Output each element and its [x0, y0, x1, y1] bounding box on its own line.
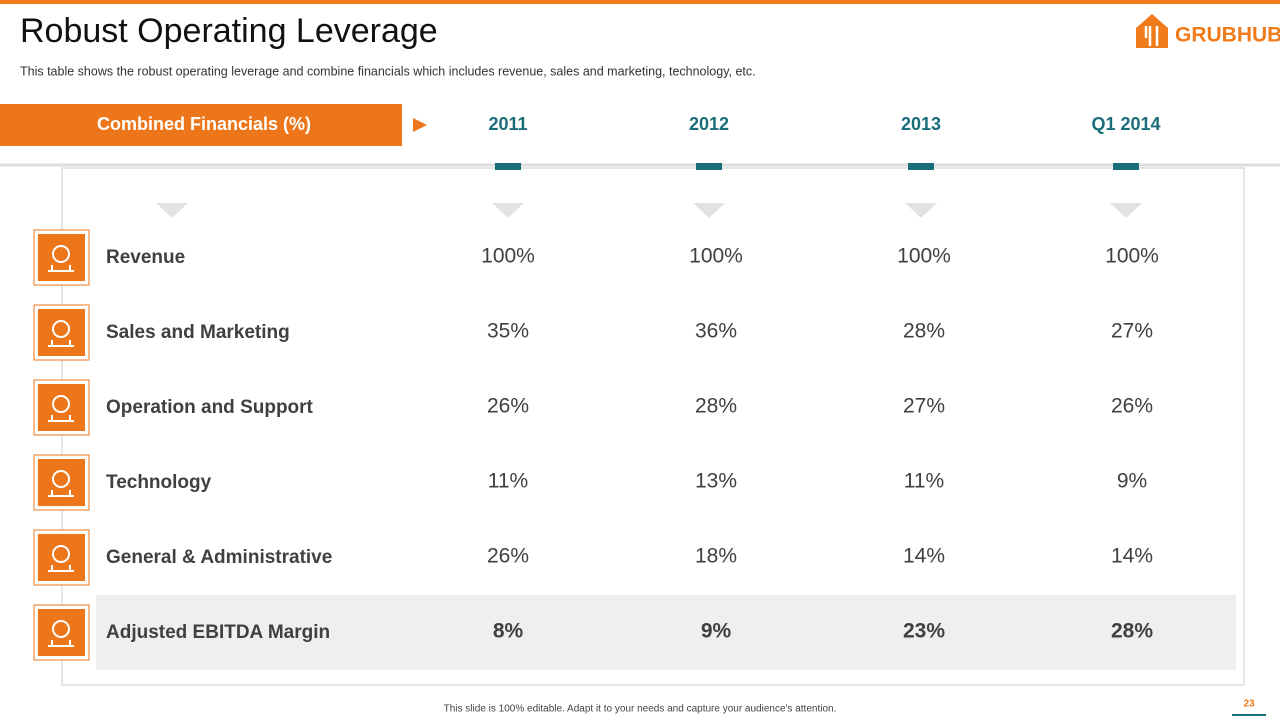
icon [38, 459, 85, 506]
cell-value: 27% [1111, 320, 1153, 343]
logo-icon [1136, 14, 1168, 48]
cell-value: 100% [897, 245, 951, 268]
icon-glyph [52, 620, 70, 638]
row-label: Sales and Marketing [106, 322, 290, 343]
icon [38, 384, 85, 431]
logo-text: GRUBHUB [1175, 24, 1280, 47]
cell-value: 28% [903, 320, 945, 343]
cell-value: 26% [487, 545, 529, 568]
cell-value: 35% [487, 320, 529, 343]
cell-value: 26% [1111, 395, 1153, 418]
header-label: Combined Financials (%) [97, 114, 311, 134]
icon-glyph [48, 490, 74, 497]
column-header: Q1 2014 [1091, 114, 1160, 134]
icon-glyph [52, 245, 70, 263]
icon-glyph [48, 640, 74, 647]
page-number: 23 [1243, 699, 1255, 710]
column-header: 2012 [689, 114, 729, 134]
cell-value: 8% [493, 620, 524, 643]
cell-value: 36% [695, 320, 737, 343]
top-bar [0, 0, 1280, 4]
cell-value: 100% [481, 245, 535, 268]
chevron [492, 203, 524, 218]
header-band [0, 104, 402, 146]
icon-glyph [52, 395, 70, 413]
icon-glyph [48, 565, 74, 572]
icon-glyph [48, 265, 74, 272]
cell-value: 11% [488, 470, 528, 493]
chevron [156, 203, 188, 218]
cell-value: 26% [487, 395, 529, 418]
row-label: Revenue [106, 247, 185, 268]
cell-value: 9% [701, 620, 732, 643]
cell-value: 14% [903, 545, 945, 568]
column-tab [696, 163, 722, 170]
column-tab [1113, 163, 1139, 170]
cell-value: 11% [904, 470, 944, 493]
icon-glyph [48, 415, 74, 422]
cell-value: 28% [695, 395, 737, 418]
cell-value: 28% [1111, 620, 1153, 643]
cell-value: 18% [695, 545, 737, 568]
column-header: 2011 [488, 114, 527, 134]
column-tab [908, 163, 934, 170]
chevron [905, 203, 937, 218]
icon [38, 234, 85, 281]
footer-note: This slide is 100% editable. Adapt it to… [444, 704, 837, 715]
icon [38, 534, 85, 581]
chevron [1110, 203, 1142, 218]
column-header: 2013 [901, 114, 941, 134]
row-label: General & Administrative [106, 547, 332, 568]
row-label: Adjusted EBITDA Margin [106, 622, 330, 643]
cell-value: 100% [1105, 245, 1159, 268]
row-label: Operation and Support [106, 397, 314, 418]
logo: GRUBHUB [1136, 14, 1280, 48]
row-label: Technology [106, 472, 212, 493]
title: Robust Operating Leverage [20, 12, 438, 50]
icon-glyph [48, 340, 74, 347]
cell-value: 100% [689, 245, 743, 268]
header-arrow [413, 118, 427, 132]
icon-glyph [52, 545, 70, 563]
icon-glyph [52, 470, 70, 488]
cell-value: 14% [1111, 545, 1153, 568]
chevron [693, 203, 725, 218]
column-tab [495, 163, 521, 170]
highlight-row [96, 595, 1236, 670]
icon [38, 609, 85, 656]
subtitle: This table shows the robust operating le… [20, 64, 756, 78]
logo-fork [1144, 26, 1159, 46]
icon-glyph [52, 320, 70, 338]
cell-value: 13% [695, 470, 737, 493]
cell-value: 9% [1117, 470, 1147, 493]
cell-value: 27% [903, 395, 945, 418]
cell-value: 23% [903, 620, 945, 643]
icon [38, 309, 85, 356]
